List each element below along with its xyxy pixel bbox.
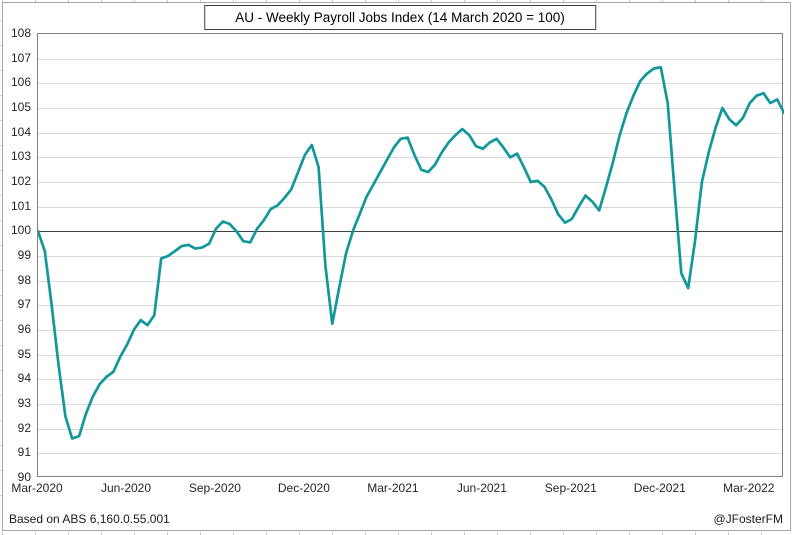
- y-tick-label: 103: [10, 149, 31, 164]
- gridline: [38, 330, 782, 331]
- y-tick-label: 91: [17, 445, 31, 460]
- gridline: [38, 132, 782, 134]
- y-tick-label: 100: [10, 223, 31, 238]
- gridline: [38, 354, 782, 356]
- x-tick-label: Jun-2020: [100, 481, 152, 495]
- x-tick-label: Sep-2020: [188, 481, 241, 495]
- y-tick-label: 101: [10, 198, 31, 213]
- y-tick-label: 96: [17, 322, 31, 336]
- spreadsheet-row-ticks-left: [0, 20, 3, 500]
- x-tick-label: Sep-2021: [544, 481, 597, 495]
- x-axis-labels: Mar-2020 Jun-2020 Sep-2020 Dec-2020 Mar-2021…: [0, 481, 800, 497]
- y-tick-label: 106: [10, 75, 31, 90]
- gridline: [38, 182, 782, 183]
- y-tick-label: 107: [10, 50, 31, 65]
- gridline: [38, 404, 782, 405]
- y-tick-label: 102: [10, 174, 31, 188]
- gridline: [38, 256, 782, 257]
- reference-line-100: [38, 231, 782, 233]
- y-tick-label: 93: [17, 396, 31, 410]
- payroll-line-svg: [38, 65, 784, 440]
- x-tick-label: Mar-2020: [11, 481, 63, 495]
- spreadsheet-column-ticks-bottom: [2, 532, 791, 535]
- x-tick-label: Mar-2021: [367, 481, 419, 495]
- y-tick-label: 104: [10, 124, 31, 139]
- x-tick-label: Dec-2020: [277, 481, 330, 495]
- author-handle: @JFosterFM: [713, 512, 783, 526]
- gridline: [38, 83, 782, 85]
- gridline: [38, 428, 782, 430]
- spreadsheet-column-ticks-top: [2, 0, 791, 3]
- payroll-index-line: [38, 65, 784, 440]
- gridline: [38, 379, 782, 381]
- y-tick-label: 90: [17, 470, 31, 484]
- y-tick-label: 98: [17, 272, 31, 287]
- y-tick-label: 108: [10, 26, 31, 40]
- gridline: [38, 305, 782, 307]
- gridline: [38, 453, 782, 455]
- y-tick-label: 105: [10, 100, 31, 114]
- x-tick-label: Mar-2022: [723, 481, 775, 495]
- x-tick-label: Dec-2021: [633, 481, 686, 495]
- gridline: [38, 280, 782, 282]
- chart-title: AU - Weekly Payroll Jobs Index (14 March…: [204, 5, 596, 30]
- y-tick-label: 97: [17, 297, 31, 312]
- y-tick-label: 94: [17, 371, 31, 386]
- gridline: [38, 157, 782, 159]
- source-note: Based on ABS 6,160.0.55.001: [9, 512, 170, 526]
- gridline: [38, 108, 782, 109]
- y-tick-label: 92: [17, 420, 31, 435]
- x-tick-label: Jun-2021: [456, 481, 507, 495]
- gridline: [38, 58, 782, 60]
- gridline: [38, 206, 782, 208]
- chart-outer-border: [2, 2, 791, 531]
- plot-area: [37, 33, 784, 477]
- y-tick-label: 95: [17, 346, 31, 361]
- y-tick-label: 99: [17, 248, 31, 262]
